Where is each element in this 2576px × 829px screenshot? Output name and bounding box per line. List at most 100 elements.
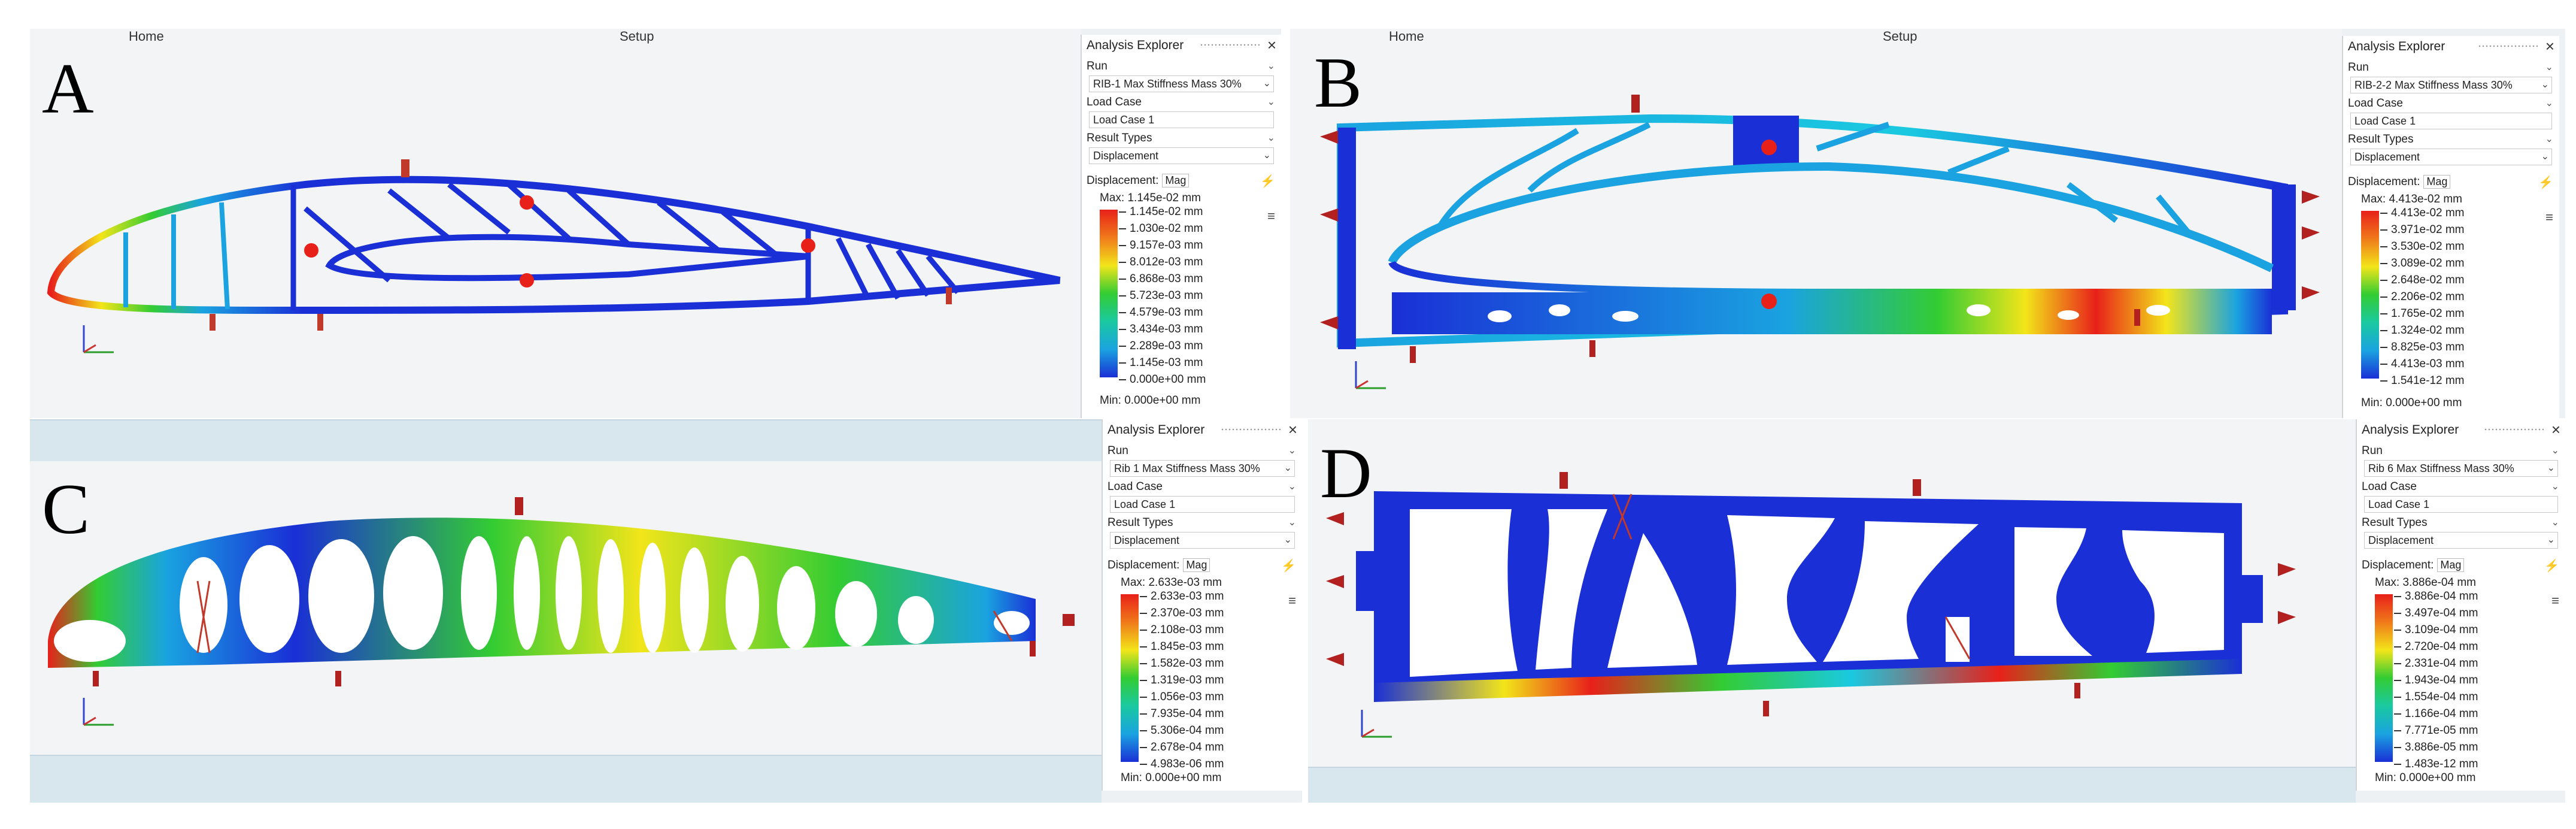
- result-types-select[interactable]: Displacement ⌄: [1089, 147, 1274, 164]
- legend-value: 1.056e-03 mm: [1140, 691, 1224, 704]
- hamburger-menu-icon[interactable]: ≡: [1267, 208, 1275, 223]
- chevron-down-icon[interactable]: ⌄: [2545, 134, 2553, 144]
- legend-color-bar: [1100, 210, 1118, 377]
- load-case-label: Load Case: [2362, 480, 2417, 493]
- airfoil-model-a[interactable]: [30, 29, 1081, 418]
- chevron-down-icon[interactable]: ⌄: [1288, 446, 1296, 456]
- close-icon[interactable]: ×: [1288, 420, 1297, 438]
- legend-value: 3.109e-04 mm: [2394, 624, 2478, 637]
- chevron-down-icon[interactable]: ⌄: [1267, 133, 1275, 143]
- chevron-down-icon[interactable]: ⌄: [2551, 518, 2559, 528]
- legend-value: 1.554e-04 mm: [2394, 691, 2478, 704]
- legend-value: 4.413e-03 mm: [2380, 358, 2465, 371]
- legend-value: 3.089e-02 mm: [2380, 257, 2465, 270]
- close-icon[interactable]: ×: [2545, 37, 2554, 55]
- legend-value: 1.319e-03 mm: [1140, 674, 1224, 687]
- legend-min: Min: 0.000e+00 mm: [2361, 397, 2462, 409]
- run-select[interactable]: RIB-1 Max Stiffness Mass 30% ⌄: [1089, 75, 1274, 92]
- close-icon[interactable]: ×: [1267, 36, 1276, 54]
- run-select[interactable]: Rib 6 Max Stiffness Mass 30% ⌄: [2364, 460, 2558, 477]
- display-mode-select[interactable]: Mag: [1162, 174, 1190, 187]
- load-case-select[interactable]: Load Case 1: [1110, 496, 1295, 513]
- legend-max: Max: 4.413e-02 mm: [2361, 193, 2462, 205]
- lightning-icon[interactable]: ⚡: [2538, 176, 2553, 189]
- legend-value: 3.886e-04 mm: [2394, 590, 2478, 603]
- viewport-c[interactable]: C: [30, 461, 1102, 755]
- load-case-select[interactable]: Load Case 1: [2364, 496, 2558, 513]
- display-mode-row: Displacement: Mag: [1087, 174, 1190, 187]
- run-select[interactable]: Rib 1 Max Stiffness Mass 30% ⌄: [1110, 460, 1295, 477]
- status-strip-c: [30, 755, 1102, 803]
- legend-min: Min: 0.000e+00 mm: [2375, 771, 2476, 784]
- legend-max: Max: 2.633e-03 mm: [1121, 576, 1222, 589]
- result-types-select[interactable]: Displacement ⌄: [2364, 532, 2558, 549]
- menu-setup[interactable]: Setup: [620, 29, 654, 44]
- legend-value: 4.983e-06 mm: [1140, 758, 1224, 771]
- display-mode-select[interactable]: Mag: [2437, 558, 2465, 572]
- load-case-select[interactable]: Load Case 1: [1089, 111, 1274, 128]
- chevron-down-icon[interactable]: ⌄: [1288, 482, 1296, 492]
- run-select[interactable]: RIB-2-2 Max Stiffness Mass 30% ⌄: [2350, 77, 2552, 93]
- chevron-down-icon[interactable]: ⌄: [1267, 97, 1275, 107]
- legend-value: 4.413e-02 mm: [2380, 207, 2465, 220]
- legend-value: 3.886e-05 mm: [2394, 741, 2478, 754]
- chevron-down-icon[interactable]: ⌄: [1267, 61, 1275, 71]
- hamburger-menu-icon[interactable]: ≡: [1288, 593, 1296, 608]
- hamburger-menu-icon[interactable]: ≡: [2545, 210, 2553, 225]
- legend-min: Min: 0.000e+00 mm: [1100, 394, 1201, 407]
- load-case-select[interactable]: Load Case 1: [2350, 113, 2552, 129]
- display-mode-select[interactable]: Mag: [1183, 558, 1210, 572]
- display-mode-row: Displacement: Mag: [2362, 558, 2465, 572]
- legend-value: 2.370e-03 mm: [1140, 607, 1224, 620]
- run-label: Run: [2362, 444, 2383, 457]
- load-case-label: Load Case: [2348, 97, 2403, 110]
- legend-value: 1.483e-12 mm: [2394, 758, 2478, 771]
- menu-setup[interactable]: Setup: [1883, 29, 1917, 44]
- hamburger-menu-icon[interactable]: ≡: [2551, 593, 2559, 608]
- result-types-label: Result Types: [2362, 516, 2428, 529]
- legend-color-bar: [2375, 594, 2393, 762]
- explorer-title: Analysis Explorer: [1087, 38, 1184, 52]
- chevron-down-icon: ⌄: [2547, 463, 2555, 473]
- legend-value: 1.145e-03 mm: [1119, 356, 1203, 370]
- display-mode-select[interactable]: Mag: [2423, 175, 2451, 189]
- lightning-icon[interactable]: ⚡: [1260, 175, 1275, 188]
- legend-value: 8.012e-03 mm: [1119, 256, 1203, 269]
- lightning-icon[interactable]: ⚡: [2544, 559, 2559, 573]
- menu-home[interactable]: Home: [1389, 29, 1424, 44]
- chevron-down-icon[interactable]: ⌄: [1288, 518, 1296, 528]
- grip-icon[interactable]: [2484, 428, 2544, 432]
- chevron-down-icon[interactable]: ⌄: [2551, 446, 2559, 456]
- grip-icon[interactable]: [2478, 44, 2538, 49]
- chevron-down-icon[interactable]: ⌄: [2545, 62, 2553, 72]
- rib-model-d[interactable]: [1308, 419, 2356, 767]
- viewport-d[interactable]: D: [1308, 419, 2356, 767]
- grip-icon[interactable]: [1200, 43, 1260, 48]
- chevron-down-icon: ⌄: [1284, 535, 1292, 545]
- grip-icon[interactable]: [1221, 428, 1281, 432]
- panel-letter-b: B: [1314, 43, 1363, 122]
- legend-value: 1.541e-12 mm: [2380, 374, 2465, 388]
- rib-model-b[interactable]: [1290, 29, 2342, 418]
- close-icon[interactable]: ×: [2551, 420, 2560, 438]
- viewport-b[interactable]: Home Setup B: [1290, 29, 2342, 418]
- menu-home[interactable]: Home: [129, 29, 164, 44]
- chevron-down-icon[interactable]: ⌄: [2545, 98, 2553, 108]
- result-types-label: Result Types: [1108, 516, 1173, 529]
- run-label: Run: [2348, 61, 2369, 74]
- lightning-icon[interactable]: ⚡: [1281, 559, 1296, 573]
- result-types-select[interactable]: Displacement ⌄: [1110, 532, 1295, 549]
- legend-min: Min: 0.000e+00 mm: [1121, 771, 1222, 784]
- result-types-select[interactable]: Displacement ⌄: [2350, 149, 2552, 165]
- viewport-a[interactable]: Home Setup A: [30, 29, 1081, 418]
- legend-value: 6.868e-03 mm: [1119, 273, 1203, 286]
- rib-model-c[interactable]: [30, 461, 1102, 755]
- legend-value: 1.943e-04 mm: [2394, 674, 2478, 687]
- legend-value: 1.324e-02 mm: [2380, 324, 2465, 337]
- legend-value: 1.145e-02 mm: [1119, 205, 1203, 219]
- legend-value: 3.434e-03 mm: [1119, 323, 1203, 336]
- chevron-down-icon[interactable]: ⌄: [2551, 482, 2559, 492]
- legend-value: 3.530e-02 mm: [2380, 240, 2465, 253]
- legend-value: 9.157e-03 mm: [1119, 239, 1203, 252]
- display-mode-row: Displacement: Mag: [2348, 175, 2451, 189]
